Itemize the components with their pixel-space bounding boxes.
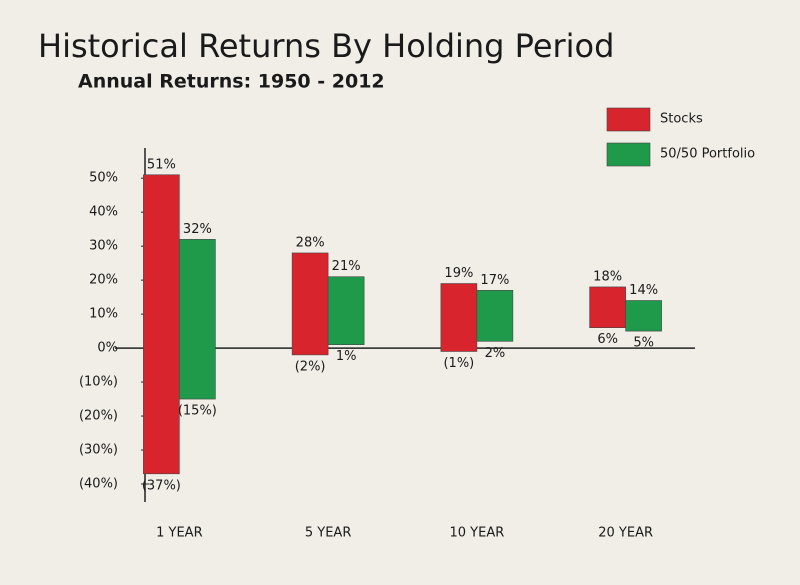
- value-label: 51%: [147, 157, 176, 172]
- value-label: 21%: [332, 259, 361, 274]
- y-tick-label: 20%: [89, 273, 118, 288]
- value-label: 14%: [629, 283, 658, 298]
- y-tick-label: (20%): [79, 409, 118, 424]
- value-label: (1%): [443, 356, 474, 371]
- y-tick-label: 10%: [89, 307, 118, 322]
- y-tick-label: (10%): [79, 375, 118, 390]
- value-label: (2%): [295, 359, 326, 374]
- bar: [143, 174, 180, 475]
- x-tick-label: 20 YEAR: [598, 526, 653, 541]
- bar: [440, 283, 478, 352]
- value-label: (15%): [178, 404, 217, 419]
- y-tick-label: 0%: [97, 341, 118, 356]
- y-tick-label: (40%): [79, 477, 118, 492]
- value-label: 6%: [597, 332, 618, 347]
- bar: [589, 286, 626, 328]
- value-label: 19%: [444, 266, 473, 281]
- bar: [179, 239, 216, 400]
- value-label: 2%: [485, 346, 506, 361]
- value-label: 28%: [296, 235, 325, 250]
- y-tick-label: (30%): [79, 443, 118, 458]
- value-label: 18%: [593, 269, 622, 284]
- bar: [625, 300, 662, 332]
- bar: [291, 252, 329, 356]
- bar: [476, 290, 514, 342]
- value-label: 1%: [336, 349, 357, 364]
- legend-label: 50/50 Portfolio: [660, 147, 755, 162]
- x-tick-label: 1 YEAR: [156, 526, 202, 541]
- value-label: 17%: [480, 273, 509, 288]
- chart-title: Historical Returns By Holding Period: [38, 27, 614, 65]
- legend-label: Stocks: [660, 112, 703, 127]
- bar: [327, 276, 365, 345]
- value-label: 32%: [183, 222, 212, 237]
- y-tick-label: 30%: [89, 239, 118, 254]
- legend-swatch: [606, 142, 651, 167]
- chart-subtitle: Annual Returns: 1950 - 2012: [78, 71, 385, 93]
- y-tick-label: 50%: [89, 171, 118, 186]
- x-tick-label: 5 YEAR: [305, 526, 351, 541]
- y-tick-label: 40%: [89, 205, 118, 220]
- value-label: (37%): [142, 478, 181, 493]
- value-label: 5%: [633, 336, 654, 351]
- x-tick-label: 10 YEAR: [449, 526, 504, 541]
- legend-swatch: [606, 107, 651, 132]
